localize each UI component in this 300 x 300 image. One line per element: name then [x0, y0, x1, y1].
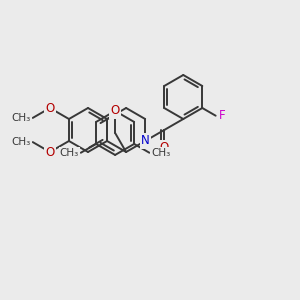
Text: O: O	[160, 141, 169, 154]
Text: CH₃: CH₃	[11, 113, 31, 123]
Text: O: O	[45, 101, 55, 115]
Text: N: N	[141, 134, 149, 148]
Text: O: O	[110, 104, 120, 117]
Text: CH₃: CH₃	[60, 148, 79, 158]
Text: F: F	[219, 109, 225, 122]
Text: O: O	[45, 146, 55, 158]
Text: CH₃: CH₃	[152, 148, 171, 158]
Text: CH₃: CH₃	[11, 137, 31, 147]
